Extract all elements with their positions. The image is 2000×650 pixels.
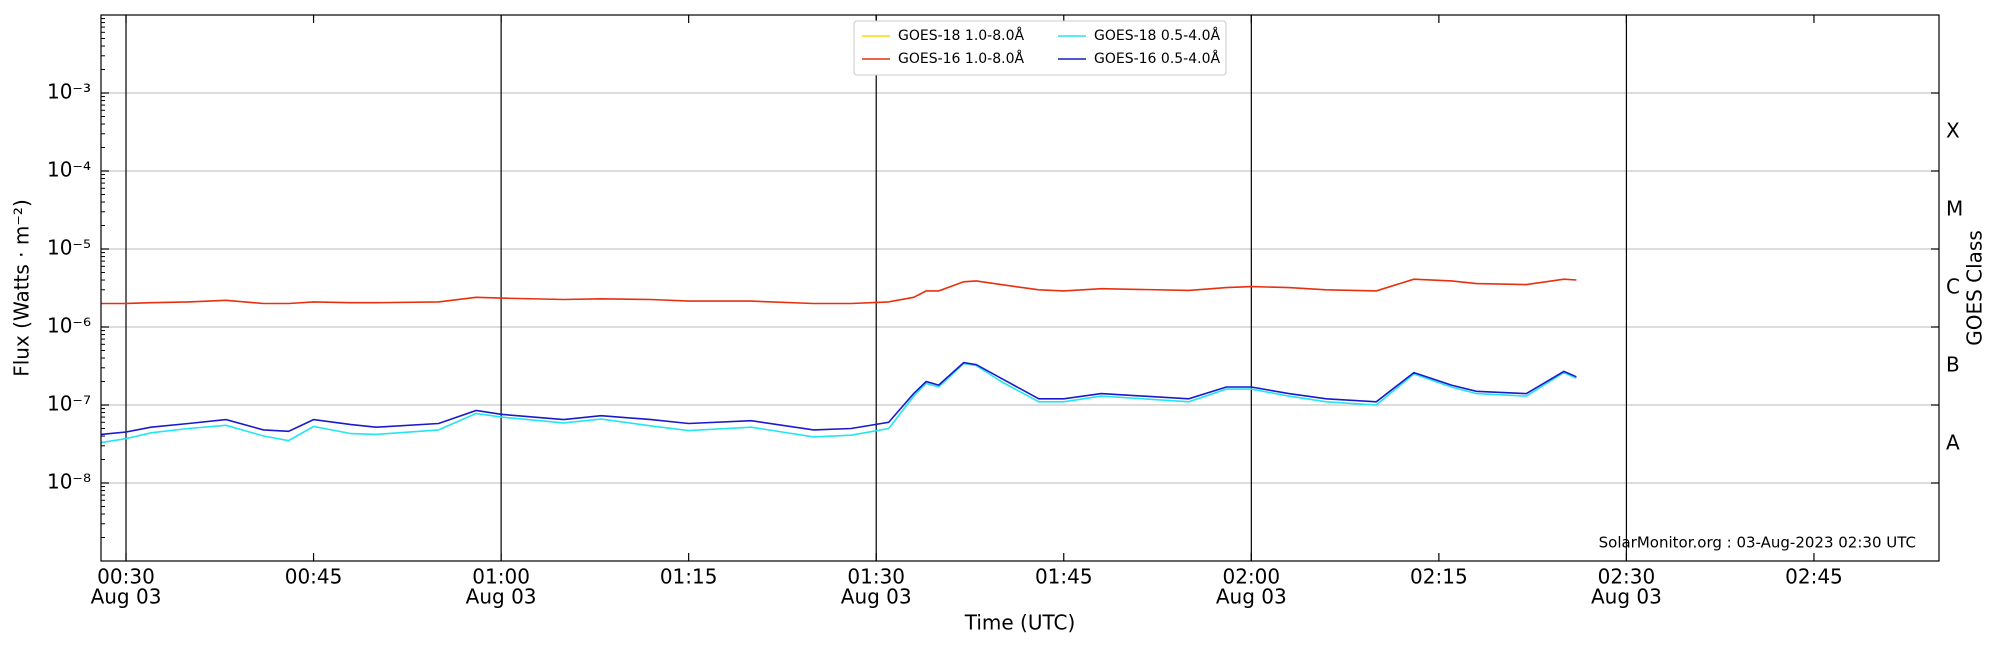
x-tick-label: 00:45	[285, 565, 343, 589]
x-tick-label: Aug 03	[466, 585, 537, 609]
y-tick-label: 10⁻⁷	[47, 392, 91, 416]
legend-label: GOES-16 0.5-4.0Å	[1094, 50, 1220, 67]
plot-frame	[100, 14, 1940, 562]
y-axis-label: Flux (Watts · m⁻²)	[10, 199, 34, 377]
x-tick-label: Aug 03	[1591, 585, 1662, 609]
x-tick-label: 02:00	[1222, 565, 1280, 589]
legend-label: GOES-18 1.0-8.0Å	[898, 27, 1024, 44]
x-tick-label: 01:30	[847, 565, 905, 589]
y2-tick-label: X	[1946, 119, 1960, 143]
x-axis-label: Time (UTC)	[964, 611, 1076, 635]
x-tick-label: 01:15	[660, 565, 718, 589]
x-tick-label: Aug 03	[1216, 585, 1287, 609]
x-tick-label: Aug 03	[841, 585, 912, 609]
legend-label: GOES-18 0.5-4.0Å	[1094, 27, 1220, 44]
x-tick-label: 02:15	[1410, 565, 1468, 589]
y2-tick-label: A	[1946, 431, 1960, 455]
y-tick-label: 10⁻⁴	[47, 158, 91, 182]
series-line	[100, 361, 1577, 436]
y-tick-label: 10⁻⁵	[47, 236, 91, 260]
y2-tick-label: M	[1946, 197, 1963, 221]
x-tick-label: Aug 03	[91, 585, 162, 609]
series-line	[100, 362, 1577, 444]
y2-axis-label: GOES Class	[1963, 230, 1987, 346]
y2-tick-label: C	[1946, 275, 1960, 299]
x-tick-label: 00:30	[97, 565, 155, 589]
legend-box	[853, 20, 1227, 76]
x-tick-label: 01:45	[1035, 565, 1093, 589]
y2-tick-label: B	[1946, 353, 1960, 377]
x-tick-label: 02:45	[1785, 565, 1843, 589]
annotation: SolarMonitor.org : 03-Aug-2023 02:30 UTC	[1599, 534, 1916, 552]
legend-label: GOES-16 1.0-8.0Å	[898, 50, 1024, 67]
y-tick-label: 10⁻⁶	[47, 314, 91, 338]
y-tick-label: 10⁻³	[47, 80, 91, 104]
series-line	[101, 278, 1577, 305]
y-tick-label: 10⁻⁸	[47, 470, 91, 494]
x-tick-label: 02:30	[1598, 565, 1656, 589]
x-tick-label: 01:00	[472, 565, 530, 589]
